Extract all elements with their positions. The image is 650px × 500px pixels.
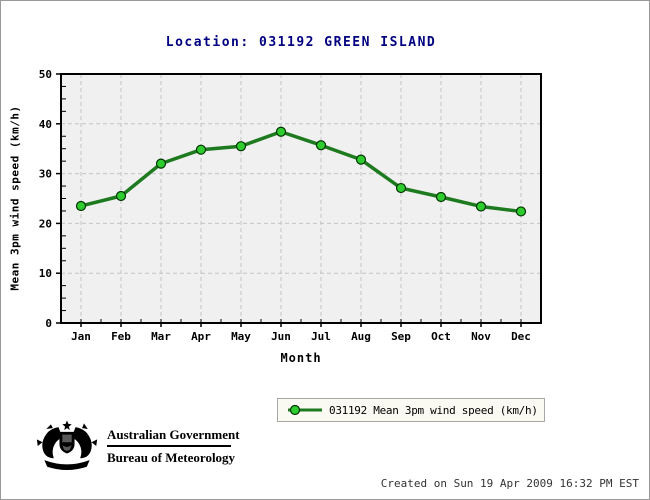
legend: 031192 Mean 3pm wind speed (km/h) [277,398,545,422]
svg-text:Oct: Oct [431,330,451,343]
svg-text:10: 10 [39,267,52,280]
footer-timestamp: Created on Sun 19 Apr 2009 16:32 PM EST [380,477,639,490]
legend-label: 031192 Mean 3pm wind speed (km/h) [329,403,538,417]
svg-text:May: May [231,330,251,343]
svg-text:Aug: Aug [351,330,371,343]
svg-text:Nov: Nov [471,330,491,343]
svg-text:Jan: Jan [71,330,91,343]
svg-text:40: 40 [39,118,52,131]
bom-logo: Australian Government Bureau of Meteorol… [34,420,240,472]
logo-text: Australian Government Bureau of Meteorol… [107,427,240,466]
svg-text:Sep: Sep [391,330,411,343]
svg-text:Jul: Jul [311,330,331,343]
svg-text:Jun: Jun [271,330,291,343]
svg-text:Dec: Dec [511,330,531,343]
svg-text:Mar: Mar [151,330,171,343]
chart-title: Location: 031192 GREEN ISLAND [165,35,437,50]
coat-of-arms-icon [36,420,98,471]
svg-text:0: 0 [45,317,52,330]
x-axis-label: Month [280,351,322,365]
svg-text:50: 50 [39,68,52,81]
logo-divider [107,444,231,447]
svg-text:Apr: Apr [191,330,211,343]
svg-text:Feb: Feb [111,330,131,343]
logo-government-line: Australian Government [107,426,240,442]
svg-text:30: 30 [39,168,52,181]
logo-bureau-line: Bureau of Meteorology [107,449,236,465]
legend-marker-icon [288,404,322,416]
svg-text:20: 20 [39,217,52,230]
